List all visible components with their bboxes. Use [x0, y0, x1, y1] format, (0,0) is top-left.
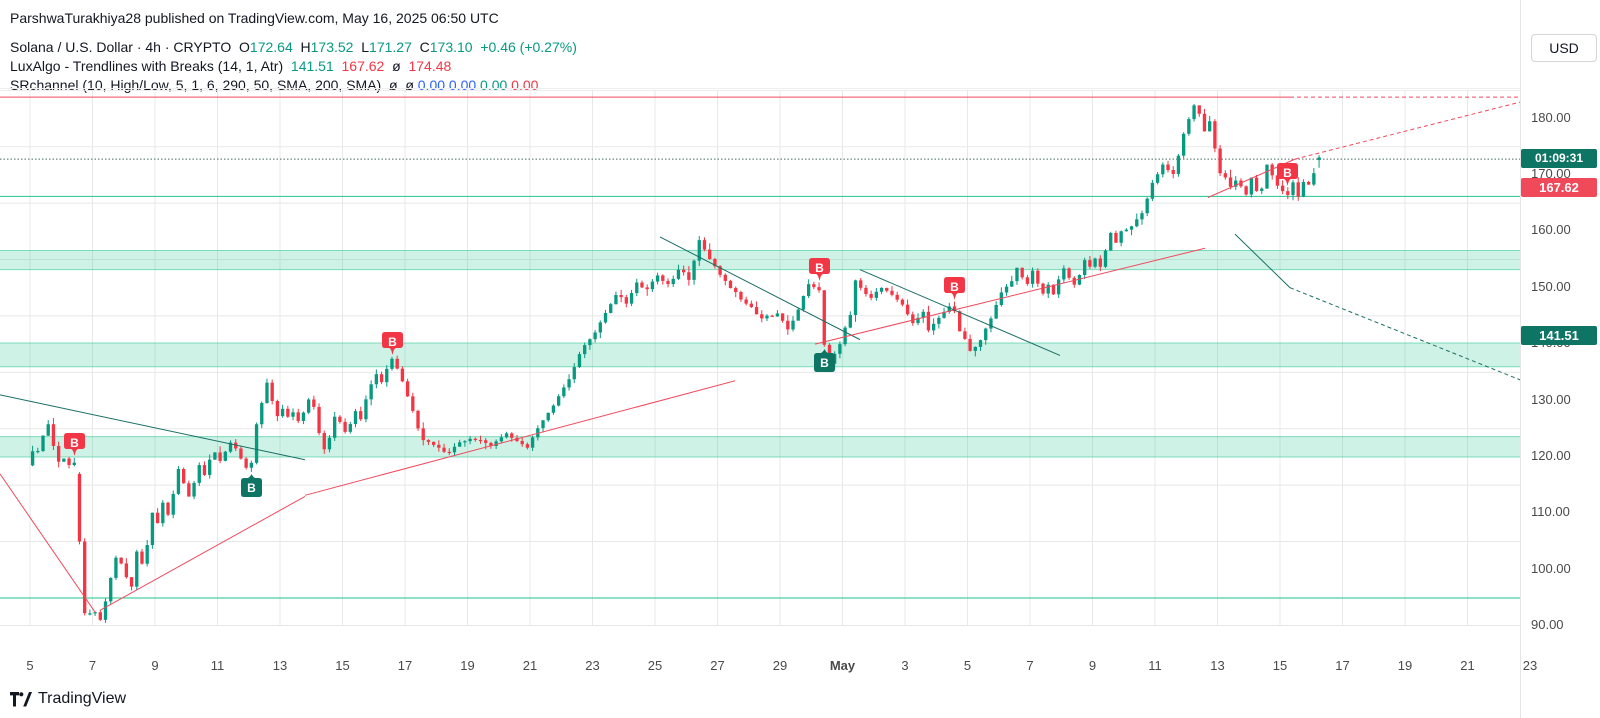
svg-text:B: B: [820, 356, 829, 370]
svg-text:B: B: [388, 335, 397, 349]
svg-text:B: B: [1283, 166, 1292, 180]
svg-text:B: B: [950, 280, 959, 294]
svg-text:B: B: [70, 436, 79, 450]
svg-text:B: B: [815, 261, 824, 275]
svg-text:B: B: [247, 481, 256, 495]
